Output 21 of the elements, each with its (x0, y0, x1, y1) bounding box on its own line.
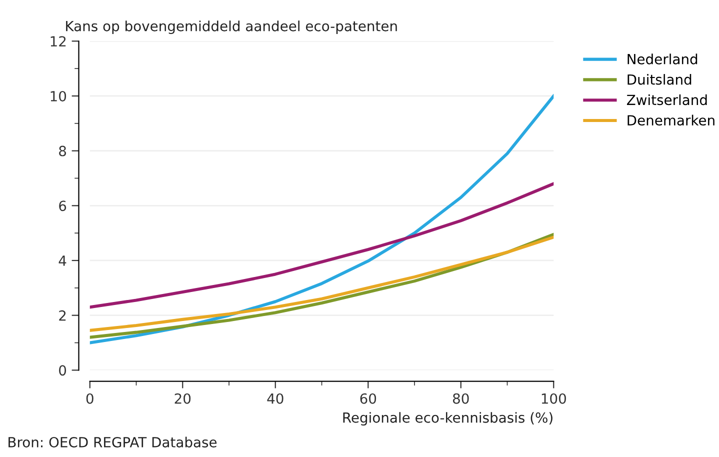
legend-label: Denemarken (628, 114, 714, 126)
x-tick-label: 20 (174, 393, 191, 404)
y-tick-label: 4 (58, 256, 66, 266)
x-tick-label: 80 (452, 393, 469, 404)
x-tick-label: 100 (542, 393, 566, 404)
chart-title: Kans op bovengemiddeld aandeel eco-patenten (66, 20, 397, 34)
x-tick-label: 60 (360, 393, 376, 404)
y-tick-label: 0 (59, 365, 66, 376)
y-tick-label: 2 (59, 310, 66, 321)
y-tick-label: 8 (59, 146, 66, 156)
y-tick-label: 6 (59, 200, 66, 212)
x-axis-title: Regionale eco-kennisbasis (%) (343, 412, 552, 426)
y-tick-label: 12 (50, 36, 66, 46)
legend-label: Nederland (628, 54, 698, 64)
x-tick-label: 40 (267, 393, 284, 404)
line-series (90, 182, 554, 309)
legend-label: Zwitserland (626, 94, 707, 106)
text: Bron: OECD REGPAT Database (8, 436, 217, 448)
legend-label: Duitsland (628, 74, 692, 85)
x-tick-label: 0 (86, 393, 94, 404)
y-tick-label: 10 (50, 90, 66, 102)
